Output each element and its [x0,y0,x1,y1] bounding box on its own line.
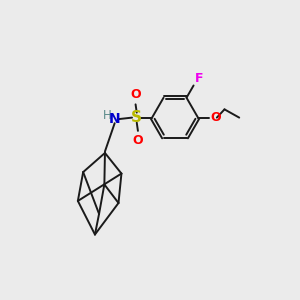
Text: O: O [130,88,141,101]
Text: S: S [131,110,142,125]
Text: N: N [109,112,121,126]
Text: F: F [195,72,203,85]
Text: O: O [133,134,143,147]
Text: H: H [103,109,111,122]
Text: O: O [210,111,221,124]
